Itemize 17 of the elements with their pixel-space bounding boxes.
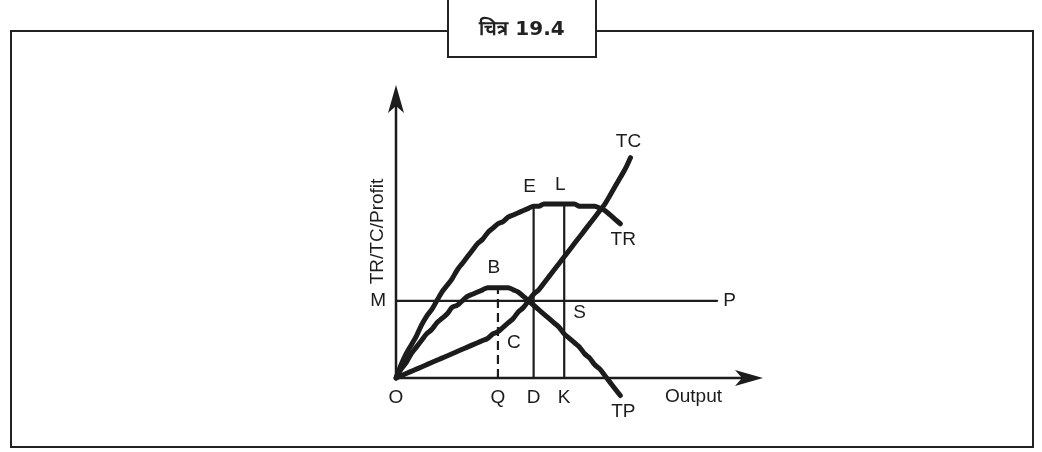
- y-axis-title: TR/TC/Profit: [366, 177, 388, 285]
- annotation: C: [506, 331, 521, 353]
- annotation: L: [554, 172, 566, 194]
- x-tick-label: Q: [490, 385, 506, 407]
- series-label: P: [723, 289, 736, 311]
- series-label: TP: [611, 400, 636, 422]
- x-tick-label: O: [388, 385, 404, 407]
- chart-title: चित्र 19.4: [479, 14, 565, 41]
- annotation: M: [370, 289, 386, 311]
- annotation: S: [573, 300, 586, 322]
- x-tick-label: D: [526, 385, 541, 407]
- x-axis-title: Output: [664, 384, 723, 406]
- x-tick-label: K: [557, 385, 571, 407]
- annotation: E: [523, 174, 536, 196]
- annotation: B: [487, 256, 501, 278]
- series-label: TR: [610, 228, 636, 250]
- series-label: TC: [615, 130, 642, 152]
